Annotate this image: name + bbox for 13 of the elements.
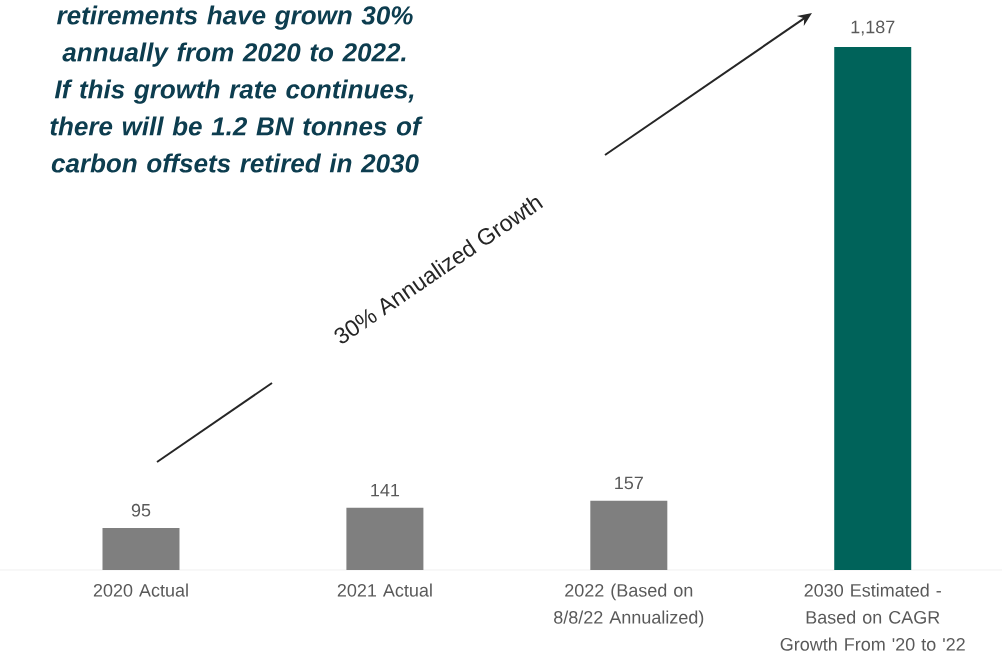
annotation: retirements have grown 30% annually from 2020 to 2022. If this growth rate continues, there will be 1.2 BN tonnes of carbon offsets retired in 2030 <box>50 5 423 173</box>
x-tick-label: 2020 Actual <box>93 583 188 597</box>
x-tick-label: 2022 (Based on 8/8/22 Annualized) <box>554 583 704 628</box>
bar <box>834 46 912 570</box>
bar <box>590 500 668 570</box>
x-tick-label: 2030 Estimated - Based on CAGR Growth From '20 to '22 <box>780 583 965 651</box>
bar <box>346 507 424 570</box>
x-tick-label: 2021 Actual <box>337 583 432 597</box>
data-label: 141 <box>371 483 400 497</box>
data-label: 95 <box>131 503 151 517</box>
data-label: 1,187 <box>851 20 895 36</box>
bar <box>102 528 180 570</box>
data-label: 157 <box>615 476 643 490</box>
